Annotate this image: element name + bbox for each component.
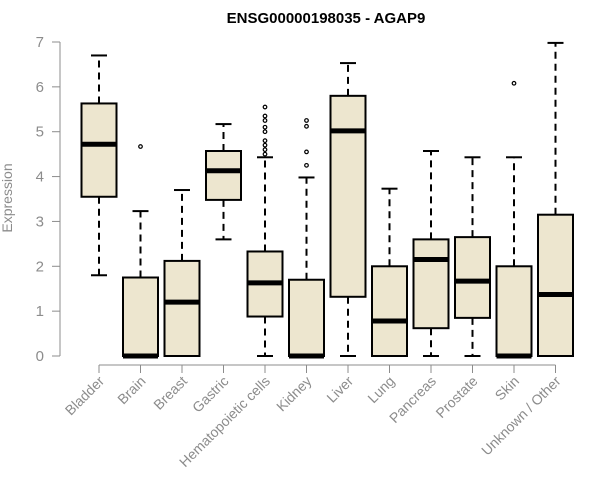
y-tick-label: 7 xyxy=(36,34,44,51)
outlier-point xyxy=(262,147,268,153)
outlier-point xyxy=(304,118,309,123)
outlier-point xyxy=(262,138,268,144)
y-tick-label: 5 xyxy=(36,124,44,141)
x-tick-label: Kidney xyxy=(273,373,315,415)
x-tick-label: Brain xyxy=(114,373,148,407)
box xyxy=(288,278,325,357)
x-tick-label: Skin xyxy=(492,373,523,404)
box xyxy=(205,150,242,201)
outlier-point xyxy=(262,118,268,123)
box xyxy=(537,213,574,357)
outlier-point xyxy=(262,113,268,119)
box-group xyxy=(288,118,325,359)
outlier-point xyxy=(511,80,517,86)
outlier-point xyxy=(304,123,309,129)
box-group xyxy=(80,54,118,277)
x-tick-label: Unknown / Other xyxy=(478,373,564,459)
x-tick-label: Breast xyxy=(150,373,190,413)
box-group xyxy=(246,104,284,357)
x-tick-label: Liver xyxy=(323,373,356,406)
outlier-point xyxy=(262,104,268,110)
box-group xyxy=(329,62,367,357)
box xyxy=(163,259,201,358)
x-tick-label: Lung xyxy=(364,373,397,406)
y-axis: 0 1 2 3 4 5 6 7 xyxy=(36,34,61,365)
y-tick-label: 1 xyxy=(36,303,44,320)
y-tick-label: 6 xyxy=(36,79,44,96)
outlier-point xyxy=(138,144,143,149)
box-group xyxy=(495,80,533,359)
box-group xyxy=(371,187,408,357)
y-tick-label: 2 xyxy=(36,258,44,275)
box-group xyxy=(122,144,159,359)
box-group xyxy=(205,123,242,241)
outlier-point xyxy=(262,142,268,148)
outlier-point xyxy=(262,129,268,135)
box xyxy=(122,276,159,357)
y-axis-label: Expression xyxy=(0,163,15,232)
box xyxy=(495,265,533,357)
outlier-point xyxy=(262,124,268,130)
y-tick-label: 0 xyxy=(36,348,44,365)
outlier-point xyxy=(304,162,309,168)
box-group xyxy=(454,156,491,357)
box xyxy=(454,236,491,319)
x-tick-label: Prostate xyxy=(432,373,480,421)
box xyxy=(80,102,118,198)
y-tick-label: 3 xyxy=(36,213,44,230)
box xyxy=(412,238,450,330)
boxes-layer xyxy=(80,41,574,359)
box-group xyxy=(537,41,574,357)
box xyxy=(371,265,408,357)
y-tick-label: 4 xyxy=(36,169,44,186)
box-group xyxy=(163,189,201,358)
box-group xyxy=(412,150,450,357)
box xyxy=(329,94,367,298)
outlier-point xyxy=(262,151,268,157)
x-tick-label: Bladder xyxy=(62,373,108,419)
chart-title: ENSG00000198035 - AGAP9 xyxy=(227,10,426,27)
outlier-point xyxy=(304,149,309,155)
